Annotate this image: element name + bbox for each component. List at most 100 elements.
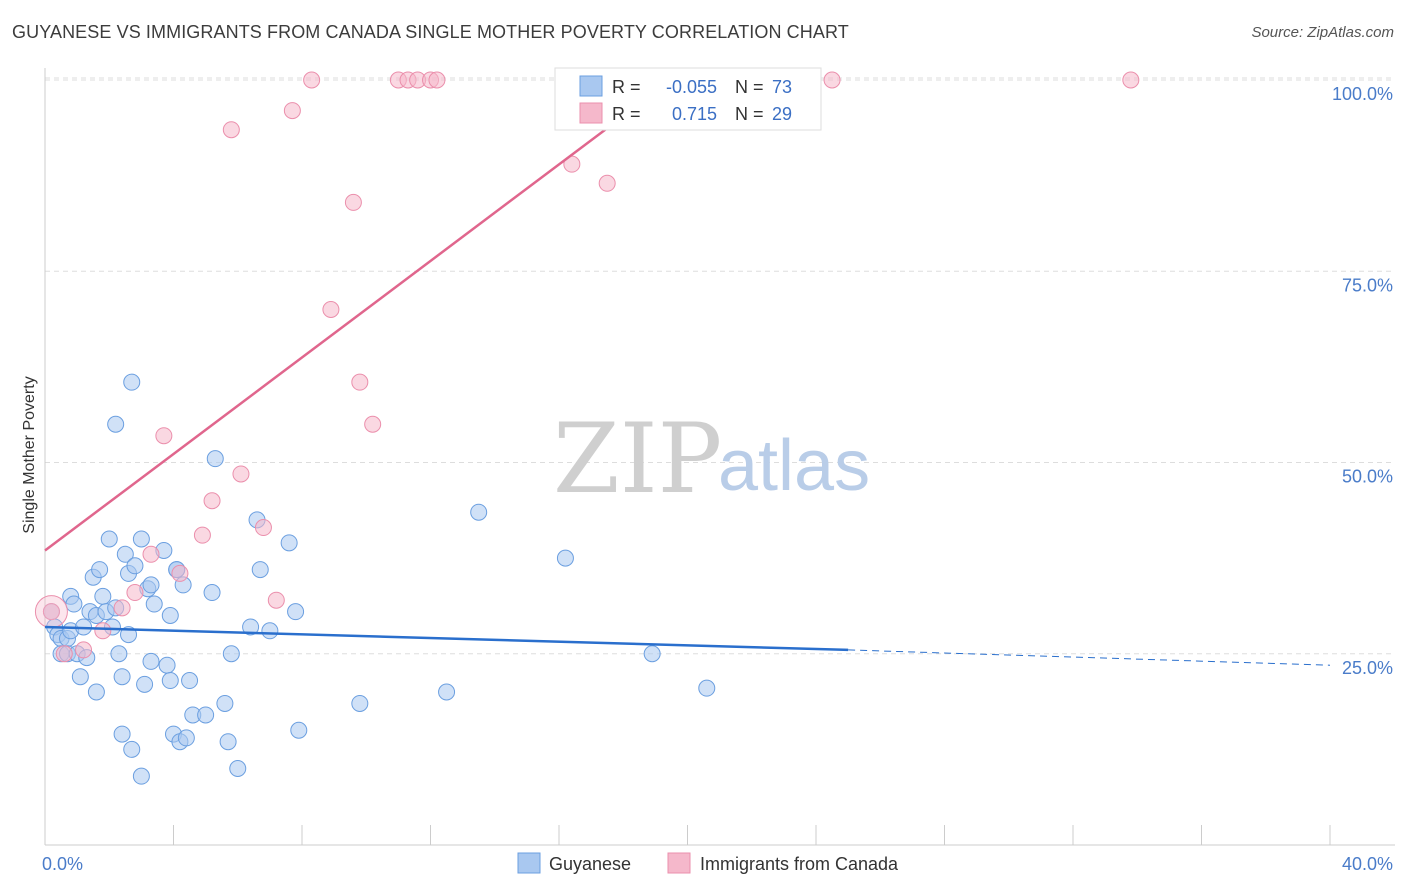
point-guyanese [65,595,83,613]
point-guyanese [287,603,305,621]
point-guyanese [161,672,179,690]
point-canada [232,465,250,483]
point-canada [222,121,240,139]
trend-lines [44,79,1331,666]
legend-label-canada: Immigrants from Canada [700,854,899,874]
stats-n-value-blue: 73 [772,77,792,97]
point-guyanese [242,618,260,636]
point-guyanese [197,706,215,724]
point-canada [171,564,189,582]
stats-r-value-blue: -0.055 [666,77,717,97]
y-tick-label: 50.0% [1342,467,1393,487]
legend-swatch-guyanese [517,852,541,874]
x-tick-label-max: 40.0% [1342,854,1393,874]
point-guyanese [280,534,298,552]
legend: Guyanese Immigrants from Canada [517,852,899,874]
point-guyanese [698,679,716,697]
point-canada [364,415,382,433]
point-guyanese [132,530,150,548]
point-guyanese [556,549,574,567]
y-tick-label: 25.0% [1342,658,1393,678]
stats-r-label-pink: R = [612,104,641,124]
point-guyanese [222,645,240,663]
stats-r-value-pink: 0.715 [672,104,717,124]
point-guyanese [177,729,195,747]
point-guyanese [113,668,131,686]
point-guyanese [216,694,234,712]
y-axis-label: Single Mother Poverty [21,376,38,533]
watermark-zip: ZIP [553,403,722,515]
point-guyanese [107,415,125,433]
point-canada [75,641,93,659]
watermark: ZIP atlas [553,403,870,515]
point-guyanese [100,530,118,548]
point-canada [94,622,112,640]
trend-line-guyanese [44,625,849,652]
y-tick-label: 75.0% [1342,275,1393,295]
point-canada [193,526,211,544]
point-canada-cluster [34,595,68,629]
point-guyanese [181,672,199,690]
point-guyanese [219,733,237,751]
point-guyanese [71,668,89,686]
point-guyanese [110,645,128,663]
axes [44,68,1395,846]
point-guyanese [203,584,221,602]
point-guyanese [438,683,456,701]
point-guyanese [470,503,488,521]
stats-swatch-pink [579,102,603,124]
watermark-atlas: atlas [718,426,870,506]
stats-n-label-blue: N = [735,77,764,97]
point-canada [42,603,60,621]
point-canada [351,373,369,391]
stats-n-label-pink: N = [735,104,764,124]
point-guyanese [136,675,154,693]
x-tick-label-min: 0.0% [42,854,83,874]
point-guyanese [229,760,247,777]
trend-line-canada [44,79,673,552]
stats-box: R = -0.055 N = 73 R = 0.715 N = 29 [554,67,822,131]
point-canada [322,301,340,318]
point-canada [428,71,446,89]
point-guyanese [251,561,269,579]
point-canada [823,71,841,89]
point-canada [203,492,221,510]
stats-swatch-blue [579,75,603,97]
stats-r-label-blue: R = [612,77,641,97]
legend-swatch-canada [667,852,691,874]
point-guyanese [113,725,131,743]
legend-label-guyanese: Guyanese [549,854,631,874]
point-guyanese [123,373,141,391]
point-canada [344,193,362,211]
point-canada [267,591,285,609]
point-guyanese [87,683,105,701]
point-guyanese [91,561,109,579]
point-guyanese [261,622,279,640]
point-canada [55,645,73,663]
point-canada [283,102,301,120]
point-guyanese [145,595,163,613]
point-guyanese [206,450,224,468]
point-guyanese [161,607,179,624]
point-guyanese [132,767,150,785]
gridlines [45,77,1395,655]
point-guyanese [116,545,134,563]
point-canada [113,599,131,617]
point-guyanese [123,740,141,758]
point-canada [254,519,272,537]
point-guyanese [290,721,308,739]
point-canada [142,545,160,563]
point-canada [1122,71,1140,89]
point-canada [303,71,321,89]
point-guyanese [142,576,160,594]
point-guyanese [158,656,176,674]
x-tick-labels: 0.0% 40.0% [42,854,1393,874]
y-tick-label: 100.0% [1332,84,1393,104]
source-label: Source: ZipAtlas.com [1251,24,1394,41]
point-guyanese [94,587,112,605]
point-guyanese [351,694,369,712]
series-canada-points [34,71,1140,663]
point-guyanese [142,652,160,670]
trend-line-guyanese-extension [848,649,1331,666]
